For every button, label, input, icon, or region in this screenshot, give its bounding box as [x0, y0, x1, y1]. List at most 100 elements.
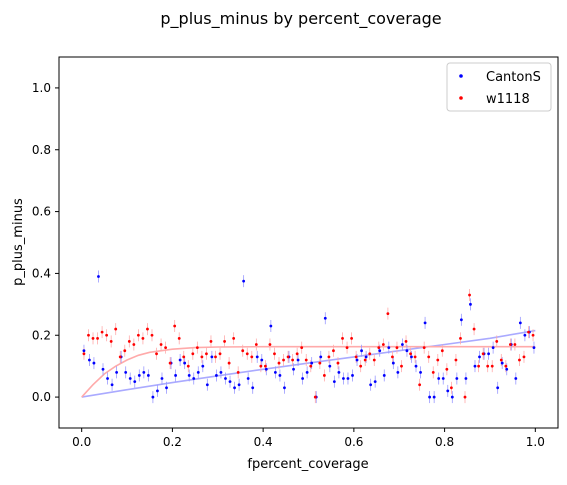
point-cantons: [532, 346, 536, 350]
point-w1118: [82, 352, 86, 356]
point-w1118: [209, 340, 213, 343]
point-w1118: [531, 333, 535, 337]
point-w1118: [155, 352, 158, 356]
point-w1118: [218, 352, 222, 356]
point-cantons: [496, 386, 500, 390]
x-tick-label: 0.0: [72, 435, 91, 449]
point-cantons: [87, 358, 91, 362]
point-w1118: [295, 352, 299, 356]
point-cantons: [215, 374, 218, 377]
point-cantons: [518, 321, 522, 325]
point-cantons: [187, 374, 191, 377]
point-w1118: [386, 312, 390, 316]
point-w1118: [522, 355, 526, 359]
point-w1118: [159, 343, 163, 346]
point-w1118: [518, 358, 521, 362]
point-w1118: [422, 346, 426, 350]
point-cantons: [346, 377, 350, 380]
y-tick-label: 0.8: [32, 143, 51, 157]
y-tick-label: 0.4: [32, 266, 51, 280]
point-w1118: [404, 340, 408, 343]
point-w1118: [445, 367, 449, 371]
point-w1118: [236, 370, 240, 374]
point-w1118: [481, 352, 485, 356]
legend-marker-cantons: [459, 74, 463, 78]
point-cantons: [446, 389, 450, 393]
point-cantons: [264, 367, 268, 371]
point-w1118: [336, 361, 340, 365]
point-cantons: [246, 377, 250, 380]
point-cantons: [255, 355, 259, 359]
point-w1118: [223, 340, 226, 343]
point-w1118: [377, 346, 381, 350]
plot-border: [58, 56, 559, 429]
point-w1118: [309, 364, 313, 368]
point-cantons: [491, 346, 495, 350]
point-cantons: [369, 383, 373, 387]
point-cantons: [205, 383, 209, 387]
point-cantons: [459, 318, 463, 322]
point-cantons: [441, 377, 445, 380]
point-w1118: [273, 352, 276, 356]
point-w1118: [499, 358, 503, 362]
legend: CantonS w1118: [446, 62, 552, 112]
point-cantons: [428, 395, 432, 399]
point-w1118: [277, 361, 281, 365]
x-tick-label: 0.6: [344, 435, 363, 449]
point-w1118: [127, 340, 131, 343]
point-w1118: [100, 330, 104, 334]
point-cantons: [455, 377, 459, 380]
point-w1118: [363, 358, 367, 362]
legend-label-w1118: w1118: [486, 92, 530, 107]
point-w1118: [132, 343, 136, 346]
point-w1118: [436, 358, 440, 362]
y-axis-ticks: 0.0 0.2 0.4 0.6 0.8 1.0: [32, 81, 59, 404]
point-cantons: [106, 377, 109, 380]
point-cantons: [382, 374, 386, 377]
point-w1118: [304, 358, 308, 362]
point-cantons: [328, 364, 332, 368]
point-w1118: [508, 343, 512, 346]
point-cantons: [97, 275, 100, 278]
point-w1118: [191, 352, 195, 356]
point-cantons: [360, 349, 363, 353]
point-w1118: [332, 349, 335, 353]
point-cantons: [332, 380, 336, 384]
point-cantons: [269, 324, 273, 328]
point-cantons: [523, 333, 527, 337]
point-w1118: [504, 364, 508, 368]
point-cantons: [283, 386, 286, 390]
point-cantons: [233, 386, 236, 390]
point-cantons: [423, 321, 427, 325]
point-cantons: [505, 367, 509, 371]
point-cantons: [337, 370, 341, 374]
point-w1118: [123, 349, 127, 353]
point-cantons: [242, 279, 246, 283]
point-w1118: [254, 343, 258, 346]
x-tick-label: 0.2: [163, 435, 182, 449]
point-cantons: [323, 316, 327, 320]
point-w1118: [268, 343, 272, 346]
point-w1118: [118, 355, 122, 359]
point-w1118: [195, 346, 199, 350]
point-w1118: [440, 349, 444, 353]
point-w1118: [259, 364, 263, 368]
point-cantons: [115, 370, 119, 374]
point-w1118: [109, 340, 113, 343]
point-w1118: [241, 349, 245, 353]
point-w1118: [327, 355, 331, 359]
point-w1118: [245, 352, 249, 356]
point-cantons: [196, 370, 200, 374]
point-w1118: [96, 336, 99, 340]
point-w1118: [264, 364, 267, 368]
point-cantons: [478, 355, 481, 359]
point-w1118: [490, 364, 494, 368]
point-w1118: [322, 374, 326, 377]
point-w1118: [186, 364, 190, 368]
point-w1118: [214, 355, 217, 359]
point-cantons: [124, 370, 128, 374]
point-w1118: [114, 327, 118, 331]
y-tick-label: 0.2: [32, 328, 51, 342]
x-tick-label: 0.4: [254, 435, 273, 449]
